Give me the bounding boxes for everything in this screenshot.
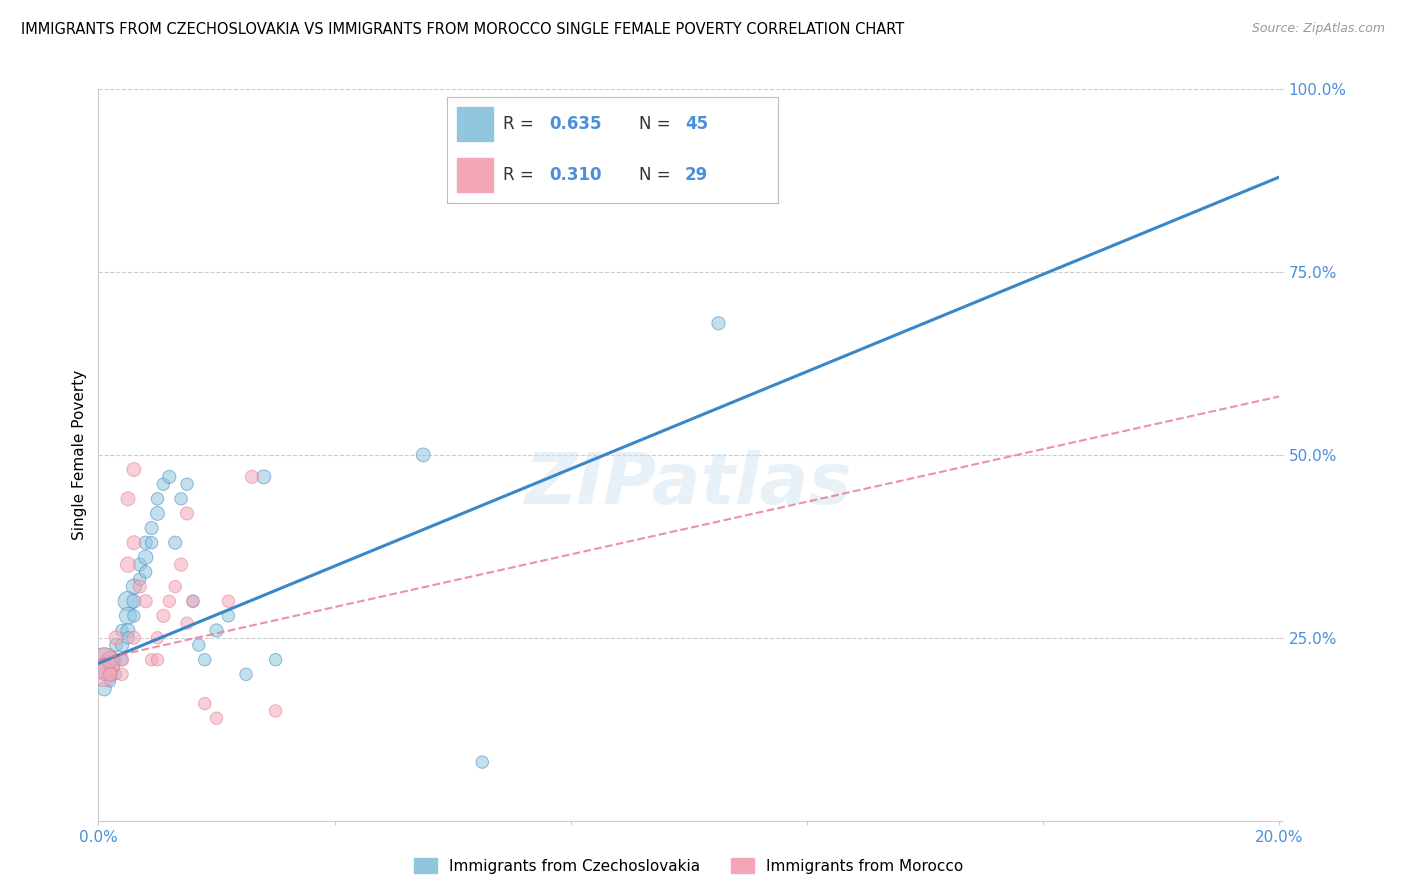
Point [412,448,434,462]
Legend: Immigrants from Czechoslovakia, Immigrants from Morocco: Immigrants from Czechoslovakia, Immigran… [408,852,970,880]
Point [117,631,139,645]
Point [135,594,157,608]
Point [141,653,163,667]
Point [111,653,134,667]
Point [111,667,134,681]
Point [146,507,169,521]
Point [217,594,239,608]
Point [253,470,276,484]
Point [98,674,121,689]
Point [117,558,139,572]
Point [105,631,128,645]
Point [170,491,193,506]
Point [217,608,239,623]
Point [117,491,139,506]
Point [170,558,193,572]
Point [152,608,174,623]
Point [135,565,157,579]
Point [264,704,287,718]
Point [128,572,150,586]
Point [105,667,128,681]
Point [122,462,145,476]
Point [93,657,115,671]
Point [93,667,115,681]
Point [117,594,139,608]
Point [122,631,145,645]
Text: IMMIGRANTS FROM CZECHOSLOVAKIA VS IMMIGRANTS FROM MOROCCO SINGLE FEMALE POVERTY : IMMIGRANTS FROM CZECHOSLOVAKIA VS IMMIGR… [21,22,904,37]
Point [187,638,209,652]
Point [93,657,115,671]
Point [98,653,121,667]
Y-axis label: Single Female Poverty: Single Female Poverty [72,370,87,540]
Point [117,624,139,638]
Point [93,681,115,696]
Point [93,667,115,681]
Point [152,477,174,491]
Point [264,653,287,667]
Point [122,535,145,549]
Point [194,697,217,711]
Point [176,507,198,521]
Point [98,667,121,681]
Point [93,657,115,671]
Point [707,316,730,330]
Point [240,470,263,484]
Point [176,477,198,491]
Point [117,608,139,623]
Point [181,594,204,608]
Point [205,624,228,638]
Point [141,521,163,535]
Point [98,667,121,681]
Point [111,653,134,667]
Point [176,616,198,631]
Point [181,594,204,608]
Point [146,653,169,667]
Point [165,535,187,549]
Point [98,653,121,667]
Point [105,638,128,652]
Point [122,608,145,623]
Point [146,491,169,506]
Point [194,653,217,667]
Text: ZIPatlas: ZIPatlas [526,450,852,518]
Point [146,631,169,645]
Point [111,638,134,652]
Point [105,653,128,667]
Point [471,755,494,769]
Point [165,580,187,594]
Point [128,580,150,594]
Point [122,580,145,594]
Point [141,535,163,549]
Point [135,535,157,549]
Point [128,558,150,572]
Point [135,550,157,565]
Point [157,594,180,608]
Point [157,470,180,484]
Point [235,667,257,681]
Point [111,624,134,638]
Point [205,711,228,725]
Text: Source: ZipAtlas.com: Source: ZipAtlas.com [1251,22,1385,36]
Point [122,594,145,608]
